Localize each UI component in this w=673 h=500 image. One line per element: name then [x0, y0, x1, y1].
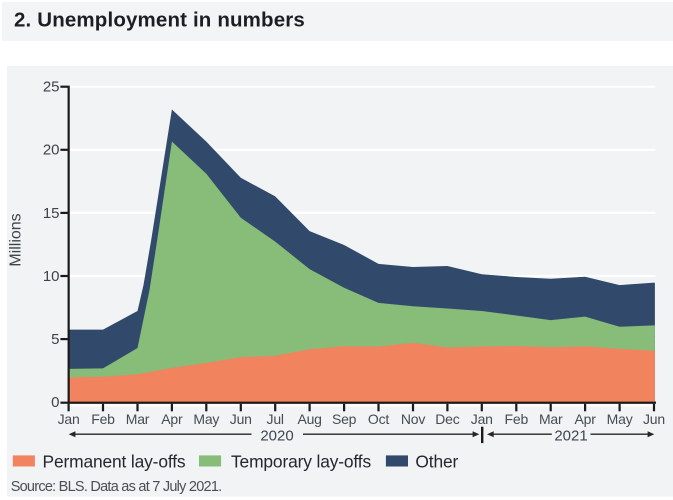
- svg-text:20: 20: [43, 142, 60, 159]
- svg-text:Other: Other: [415, 452, 458, 472]
- svg-text:Mar: Mar: [539, 411, 563, 427]
- svg-text:15: 15: [43, 205, 60, 222]
- svg-text:Jun: Jun: [643, 411, 665, 427]
- svg-text:Millions: Millions: [8, 213, 25, 266]
- svg-text:May: May: [193, 411, 219, 427]
- svg-text:May: May: [607, 411, 633, 427]
- svg-text:Jan: Jan: [58, 411, 80, 427]
- svg-text:25: 25: [43, 79, 60, 96]
- svg-text:Jul: Jul: [267, 411, 284, 427]
- svg-text:5: 5: [51, 331, 59, 348]
- svg-text:Source: BLS. Data as at 7 July: Source: BLS. Data as at 7 July 2021.: [11, 479, 222, 495]
- svg-text:Nov: Nov: [401, 411, 425, 427]
- svg-text:2. Unemployment in numbers: 2. Unemployment in numbers: [14, 9, 305, 32]
- svg-text:Apr: Apr: [575, 411, 597, 427]
- svg-text:Dec: Dec: [435, 411, 459, 427]
- svg-text:Aug: Aug: [297, 411, 321, 427]
- svg-text:Temporary lay-offs: Temporary lay-offs: [231, 452, 371, 472]
- svg-text:Jun: Jun: [230, 411, 252, 427]
- svg-text:Apr: Apr: [161, 411, 183, 427]
- svg-text:2021: 2021: [554, 428, 587, 445]
- svg-text:0: 0: [51, 394, 59, 411]
- svg-text:Mar: Mar: [126, 411, 150, 427]
- svg-text:Jan: Jan: [471, 411, 493, 427]
- svg-text:Sep: Sep: [332, 411, 357, 427]
- svg-text:2020: 2020: [260, 428, 293, 445]
- svg-text:Feb: Feb: [91, 411, 115, 427]
- svg-text:Permanent lay-offs: Permanent lay-offs: [43, 452, 186, 472]
- svg-text:Oct: Oct: [368, 411, 389, 427]
- svg-text:Feb: Feb: [505, 411, 529, 427]
- svg-text:10: 10: [43, 268, 60, 285]
